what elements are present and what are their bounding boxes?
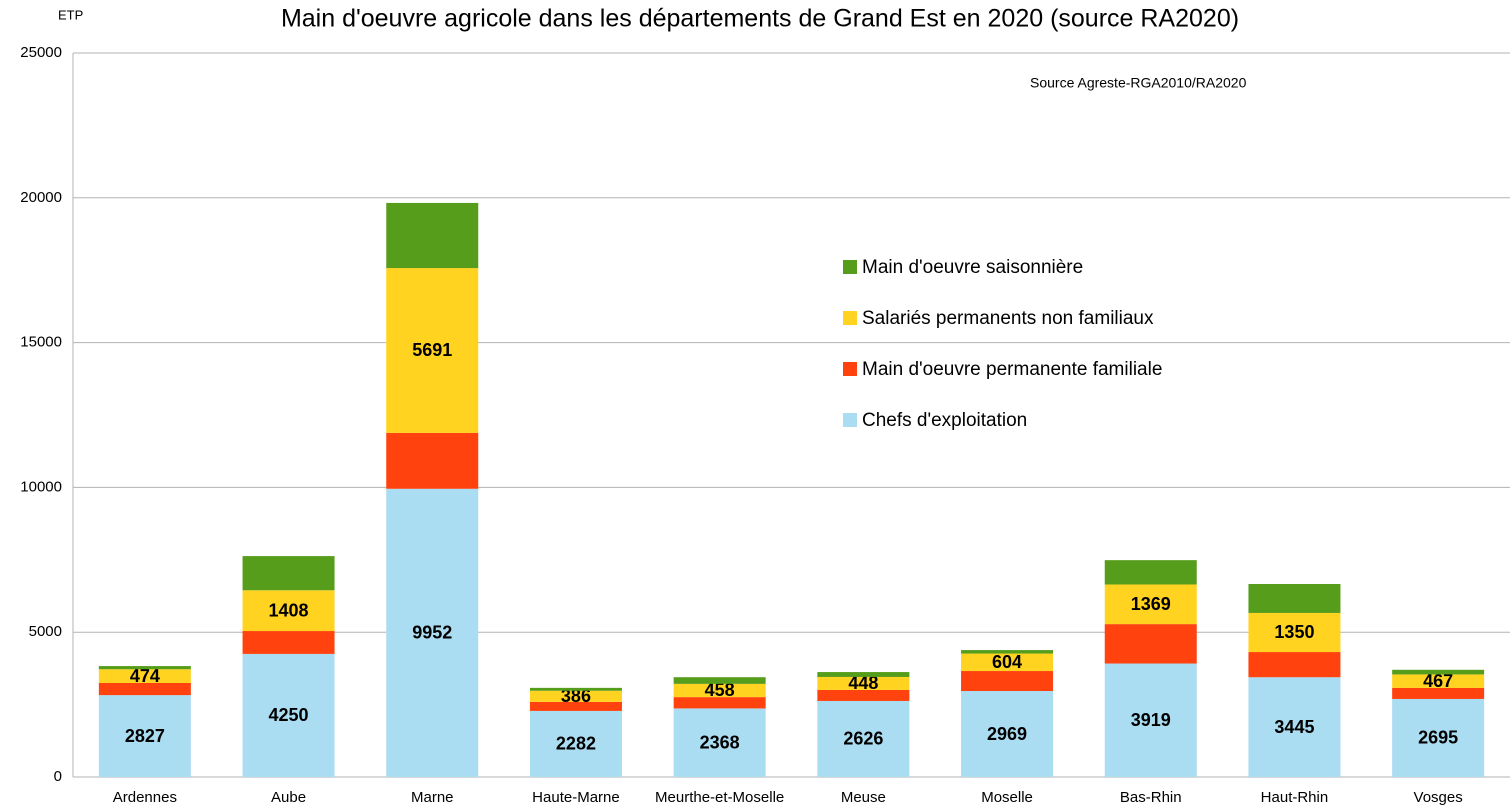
x-tick-label: Haute-Marne <box>532 789 620 806</box>
legend-swatch <box>843 260 857 274</box>
bar-segment <box>673 708 766 777</box>
y-axis-label: ETP <box>58 7 83 22</box>
bar-segment <box>1392 698 1485 777</box>
data-label: 1369 <box>1131 594 1171 614</box>
data-label: 448 <box>848 673 878 693</box>
x-tick-label: Haut-Rhin <box>1261 789 1329 806</box>
bar-segment <box>242 653 335 777</box>
bar-segment <box>98 682 191 696</box>
legend-label: Main d'oeuvre permanente familiale <box>862 359 1162 380</box>
data-label: 2368 <box>700 732 740 752</box>
bar-segment <box>386 202 479 269</box>
bar-segment <box>529 687 622 691</box>
legend-swatch <box>843 362 857 376</box>
bar-segment <box>1248 583 1341 613</box>
x-tick-label: Aube <box>271 789 306 806</box>
bar-segment <box>961 653 1054 672</box>
bar-segment <box>1104 584 1197 625</box>
bar-segment <box>386 488 479 777</box>
bar-segment <box>1392 674 1485 688</box>
data-label: 1408 <box>269 600 309 620</box>
bar-segment <box>242 556 335 591</box>
data-label: 9952 <box>412 623 452 643</box>
x-tick-label: Meuse <box>841 789 886 806</box>
bar-segment <box>817 689 910 701</box>
data-label: 3919 <box>1131 710 1171 730</box>
bar-segment <box>1248 677 1341 777</box>
x-tick-label: Marne <box>411 789 454 806</box>
bar-segment <box>673 697 766 709</box>
bar-segment <box>1104 624 1197 664</box>
data-label: 2827 <box>125 726 165 746</box>
x-tick-label: Moselle <box>981 789 1033 806</box>
bar-segment <box>242 631 335 654</box>
data-label: 386 <box>561 686 591 706</box>
legend-label: Salariés permanents non familiaux <box>862 308 1154 329</box>
data-label: 2695 <box>1418 728 1458 748</box>
bar-segment <box>1248 612 1341 653</box>
bar-segment <box>1104 560 1197 585</box>
annotation: Source Agreste-RGA2010/RA2020 <box>1030 75 1247 91</box>
x-tick-label: Meurthe-et-Moselle <box>655 789 784 806</box>
bar-segment <box>817 672 910 677</box>
bar-segment <box>1392 687 1485 699</box>
y-tick-label: 10000 <box>20 478 62 495</box>
data-label: 2969 <box>987 724 1027 744</box>
data-label: 2282 <box>556 734 596 754</box>
bar-segment <box>242 590 335 632</box>
legend-label: Chefs d'exploitation <box>862 410 1027 431</box>
bar-segment <box>529 701 622 711</box>
bar-segment <box>98 666 191 670</box>
legend-swatch <box>843 413 857 427</box>
x-tick-label: Ardennes <box>113 789 177 806</box>
data-label: 467 <box>1423 671 1453 691</box>
bar-segment <box>817 676 910 690</box>
bar-segment <box>1104 663 1197 777</box>
bar-segment <box>673 677 766 684</box>
x-tick-label: Vosges <box>1414 789 1463 806</box>
bar-segment <box>961 671 1054 692</box>
bar-segment <box>386 268 479 433</box>
bar-segment <box>386 432 479 489</box>
bar-segment <box>673 683 766 698</box>
bar-segment <box>529 710 622 777</box>
legend-swatch <box>843 311 857 325</box>
data-label: 474 <box>130 666 160 686</box>
chart-title: Main d'oeuvre agricole dans les départem… <box>281 5 1239 33</box>
y-tick-label: 20000 <box>20 189 62 206</box>
x-tick-label: Bas-Rhin <box>1120 789 1182 806</box>
data-label: 604 <box>992 652 1022 672</box>
data-label: 4250 <box>269 705 309 725</box>
y-tick-label: 0 <box>54 768 62 785</box>
data-label: 458 <box>705 680 735 700</box>
bar-segment <box>98 695 191 777</box>
data-label: 2626 <box>843 729 883 749</box>
legend-label: Main d'oeuvre saisonnière <box>862 257 1083 278</box>
bar-segment <box>961 650 1054 654</box>
bar-segment <box>98 669 191 683</box>
bar-segment <box>817 700 910 777</box>
bar-segment <box>1248 652 1341 678</box>
data-label: 3445 <box>1274 717 1314 737</box>
y-tick-label: 15000 <box>20 334 62 351</box>
data-label: 1350 <box>1274 622 1314 642</box>
data-label: 5691 <box>412 340 452 360</box>
bar-segment <box>1392 669 1485 675</box>
y-tick-label: 25000 <box>20 44 62 61</box>
bar-segment <box>961 691 1054 777</box>
y-tick-label: 5000 <box>29 623 62 640</box>
bar-segment <box>529 690 622 702</box>
